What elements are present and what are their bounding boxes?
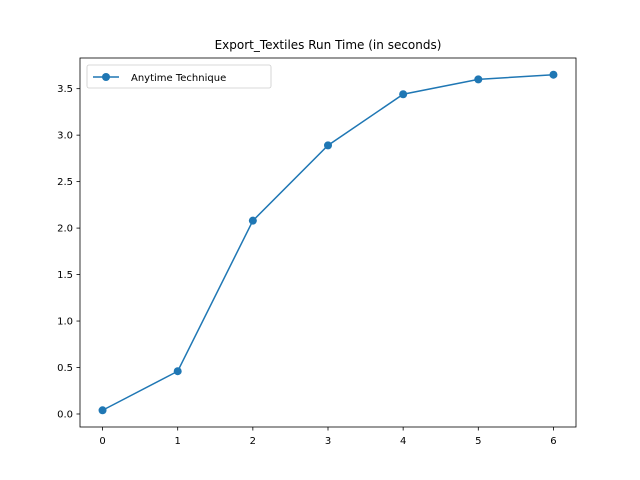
x-axis: 0 1 2 3 4 5 6	[99, 427, 557, 447]
data-point	[248, 216, 257, 225]
legend-box	[86, 64, 272, 89]
data-point	[399, 90, 408, 99]
x-tick-label: 3	[325, 436, 331, 447]
y-axis: 0.0 0.5 1.0 1.5 2.0 2.5 3.0 3.5	[57, 84, 80, 420]
data-point	[549, 70, 558, 79]
y-tick-label: 2.0	[57, 224, 73, 235]
y-tick-label: 0.5	[57, 363, 73, 374]
x-tick-label: 2	[250, 436, 256, 447]
x-tick-label: 1	[175, 436, 181, 447]
y-tick-label: 3.0	[57, 131, 73, 142]
data-point	[98, 406, 107, 415]
data-point	[173, 367, 182, 376]
y-tick-label: 1.5	[57, 270, 73, 281]
x-tick-label: 5	[475, 436, 481, 447]
y-tick-label: 3.5	[57, 84, 73, 95]
x-tick-label: 6	[550, 436, 556, 447]
data-point	[324, 141, 332, 150]
legend: Anytime Technique	[86, 64, 272, 89]
x-tick-label: 4	[400, 436, 406, 447]
legend-marker	[102, 73, 110, 81]
y-tick-label: 2.5	[57, 177, 73, 188]
y-tick-label: 1.0	[57, 317, 73, 328]
data-point	[474, 75, 483, 84]
chart-title: Export_Textiles Run Time (in seconds)	[215, 38, 442, 52]
x-tick-label: 0	[99, 436, 105, 447]
legend-label: Anytime Technique	[131, 73, 226, 84]
y-tick-label: 0.0	[57, 409, 73, 420]
plot-area	[98, 70, 558, 415]
